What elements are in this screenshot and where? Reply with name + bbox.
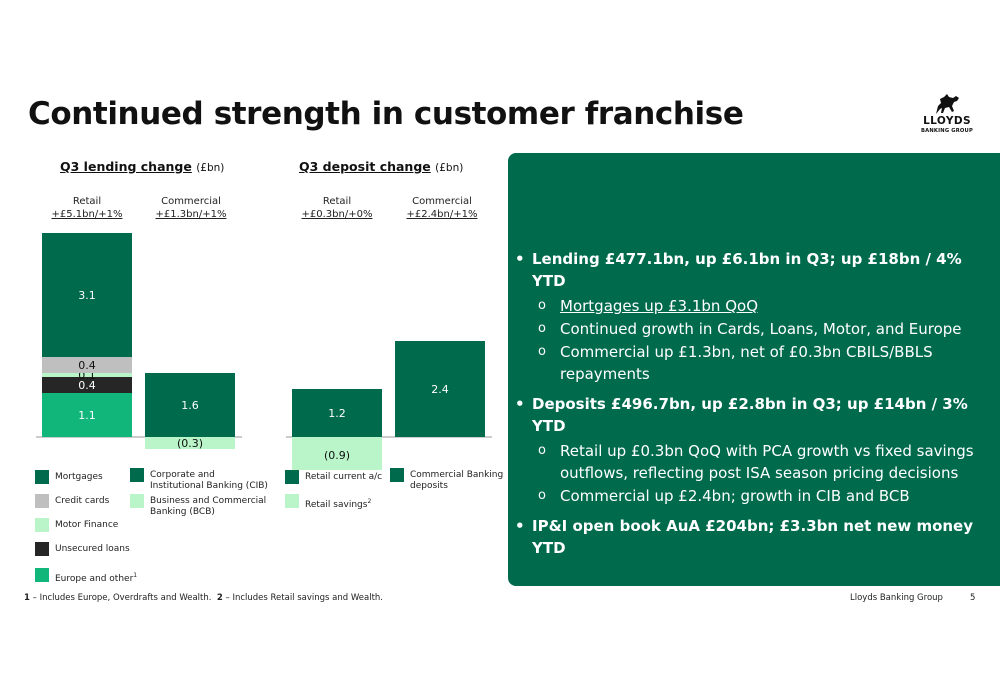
deposit-data-label: 1.2	[328, 407, 346, 420]
legend-swatch	[35, 494, 49, 508]
lloyds-logo: LLOYDS BANKING GROUP	[916, 92, 978, 138]
legend-swatch	[35, 568, 49, 582]
page-title: Continued strength in customer franchise	[28, 96, 744, 132]
legend-label: Retail current a/c	[305, 472, 383, 482]
legend-label: Mortgages	[55, 472, 103, 482]
lending-bar-unsecured-loans	[42, 377, 132, 393]
deposit-bar-retail-savings	[292, 437, 382, 470]
logo-subtitle: BANKING GROUP	[921, 128, 973, 134]
deposit-retail-header: Retail +£0.3bn/+0%	[287, 195, 387, 221]
lending-title-unit: (£bn)	[196, 162, 225, 174]
legend-swatch	[285, 494, 299, 508]
footer-company: Lloyds Banking Group	[850, 593, 943, 603]
segment-change: +£5.1bn/+1%	[51, 209, 123, 220]
lending-data-label: (0.3)	[177, 437, 203, 450]
page-number: 5	[970, 593, 976, 603]
legend-label: Commercial Banking deposits	[410, 470, 504, 491]
footnote-marker: 2	[216, 593, 223, 603]
lending-commercial-header: Commercial +£1.3bn/+1%	[141, 195, 241, 221]
legend-swatch	[130, 494, 144, 508]
retail-deposits-subbullet: Retail up £0.3bn QoQ with PCA growth vs …	[514, 440, 998, 484]
legend-swatch	[35, 518, 49, 532]
segment-change: +£2.4bn/+1%	[406, 209, 478, 220]
ipi-bullet: IP&I open book AuA £204bn; £3.3bn net ne…	[514, 515, 998, 559]
segment-label: Commercial	[161, 196, 221, 207]
segment-label: Retail	[72, 196, 102, 207]
lending-bar-bcb	[145, 437, 235, 449]
deposits-bullet: Deposits £496.7bn, up £2.8bn in Q3; up £…	[514, 393, 998, 437]
summary-bullets: Lending £477.1bn, up £6.1bn in Q3; up £1…	[514, 248, 998, 562]
legend-label: Credit cards	[55, 496, 110, 506]
lending-bar-cib	[145, 373, 235, 437]
legend-label: Business and Commercial Banking (BCB)	[150, 496, 267, 517]
segment-label: Commercial	[412, 196, 472, 207]
segment-label: Retail	[322, 196, 352, 207]
deposit-data-label: 2.4	[431, 383, 449, 396]
segment-change: +£1.3bn/+1%	[155, 209, 227, 220]
deposit-commercial-header: Commercial +£2.4bn/+1%	[392, 195, 492, 221]
lending-data-label: 1.6	[181, 399, 199, 412]
lending-title-text: Q3 lending change	[60, 159, 192, 174]
legend-label: Motor Finance	[55, 520, 119, 530]
legend-label: Corporate and Institutional Banking (CIB…	[150, 470, 268, 491]
deposit-title-unit: (£bn)	[435, 162, 464, 174]
lending-bar-motor-finance	[42, 373, 132, 377]
bar-charts: 1.10.40.10.43.11.6(0.3)1.2(0.9)2.4	[36, 233, 492, 470]
lending-data-label: 1.1	[78, 409, 96, 422]
lending-retail-header: Retail +£5.1bn/+1%	[37, 195, 137, 221]
legend-label: Retail savings2	[305, 498, 372, 510]
deposit-chart-title: Q3 deposit change (£bn)	[299, 159, 463, 174]
subbullet-text: Mortgages up £3.1bn QoQ	[560, 297, 758, 315]
lending-bar-europe-other	[42, 393, 132, 437]
footnote-marker: 1	[24, 593, 30, 603]
legend-swatch	[390, 468, 404, 482]
segment-change: +£0.3bn/+0%	[301, 209, 373, 220]
cards-subbullet: Continued growth in Cards, Loans, Motor,…	[514, 318, 998, 340]
legend-label: Unsecured loans	[55, 544, 130, 554]
lending-bullet: Lending £477.1bn, up £6.1bn in Q3; up £1…	[514, 248, 998, 292]
legend-footnote-marker: 1	[133, 572, 138, 579]
legend-swatch	[130, 468, 144, 482]
lending-data-label: 3.1	[78, 289, 96, 302]
footnote: 1 – Includes Europe, Overdrafts and Weal…	[24, 593, 383, 603]
lending-bar-credit-cards	[42, 357, 132, 373]
mortgages-subbullet: Mortgages up £3.1bn QoQ	[514, 295, 998, 317]
logo-wordmark: LLOYDS	[923, 115, 971, 127]
deposit-data-label: (0.9)	[324, 449, 350, 462]
lending-data-label: 0.4	[78, 379, 96, 392]
footnote-text: – Includes Europe, Overdrafts and Wealth…	[29, 593, 212, 603]
deposit-bar-commercial-deposits	[395, 341, 485, 437]
legend-swatch	[35, 542, 49, 556]
commercial-deposits-subbullet: Commercial up £2.4bn; growth in CIB and …	[514, 485, 998, 507]
footnote-text: – Includes Retail savings and Wealth.	[222, 593, 384, 603]
legend-footnote-marker: 2	[367, 498, 372, 505]
commercial-lending-subbullet: Commercial up £1.3bn, net of £0.3bn CBIL…	[514, 341, 998, 385]
lending-bar-mortgages	[42, 233, 132, 357]
lending-data-label: 0.4	[78, 359, 96, 372]
deposit-title-text: Q3 deposit change	[299, 159, 431, 174]
legend-swatch	[35, 470, 49, 484]
legend-label: Europe and other1	[55, 572, 138, 584]
lending-chart-title: Q3 lending change (£bn)	[60, 159, 224, 174]
legend-swatch	[285, 470, 299, 484]
deposit-bar-retail-current	[292, 389, 382, 437]
black-horse-icon	[936, 94, 959, 114]
